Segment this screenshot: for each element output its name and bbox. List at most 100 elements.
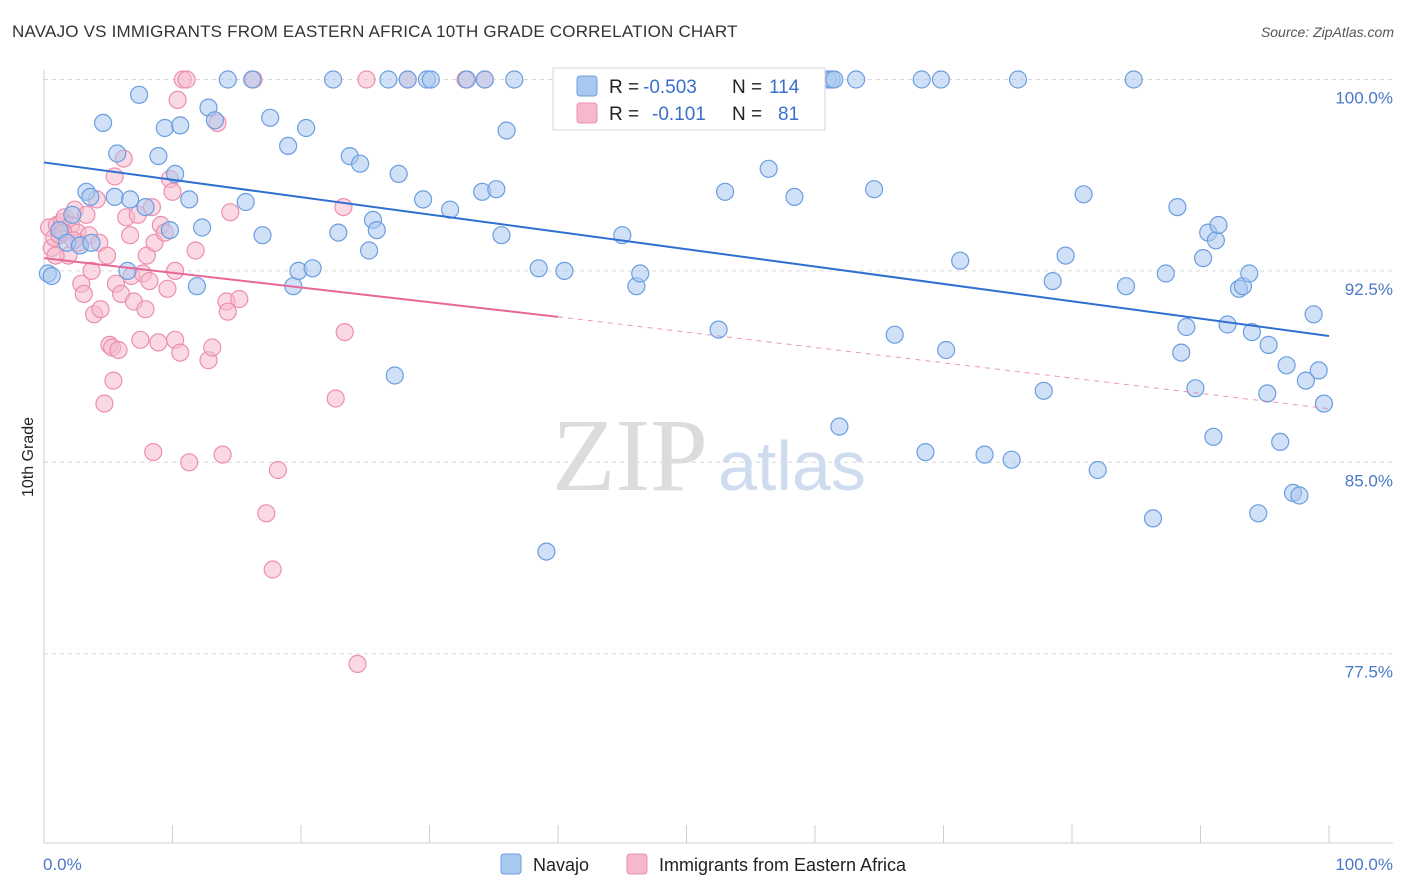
watermark-zip: ZIP bbox=[552, 398, 708, 513]
navajo-point bbox=[785, 187, 804, 206]
eastern-africa-trend-line bbox=[43, 257, 559, 318]
navajo-point bbox=[261, 108, 280, 127]
eastern-africa-point bbox=[348, 654, 367, 674]
navajo-point bbox=[303, 259, 322, 278]
navajo-point bbox=[864, 180, 884, 199]
navajo-point bbox=[505, 70, 524, 89]
navajo-point bbox=[830, 417, 849, 436]
navajo-point bbox=[1218, 315, 1237, 334]
chart-title: NAVAJO VS IMMIGRANTS FROM EASTERN AFRICA… bbox=[12, 22, 738, 41]
legend-n-value-navajo: 114 bbox=[769, 77, 800, 98]
navajo-point bbox=[931, 70, 951, 89]
navajo-point bbox=[1177, 317, 1196, 337]
eastern-africa-point bbox=[91, 300, 110, 319]
navajo-point bbox=[709, 320, 728, 339]
navajo-point bbox=[121, 190, 140, 209]
navajo-point bbox=[81, 187, 100, 206]
eastern-africa-point bbox=[177, 70, 196, 89]
navajo-point bbox=[885, 325, 904, 344]
navajo-point bbox=[916, 443, 935, 462]
navajo-point bbox=[1314, 394, 1334, 413]
navajo-point bbox=[497, 121, 516, 140]
navajo-point bbox=[492, 226, 511, 245]
eastern-africa-point bbox=[158, 279, 177, 298]
y-tick-label: 85.0% bbox=[1345, 471, 1393, 490]
navajo-point bbox=[236, 192, 255, 212]
legend-box bbox=[552, 67, 826, 131]
navajo-point bbox=[136, 198, 155, 217]
series-navajo-points bbox=[38, 70, 1334, 561]
navajo-point bbox=[759, 159, 778, 178]
navajo-point bbox=[180, 190, 199, 209]
legend-r-value-eastern-africa: -0.101 bbox=[652, 104, 706, 125]
navajo-point bbox=[715, 182, 735, 201]
navajo-point bbox=[1204, 427, 1223, 446]
x-tick-label-min: 0.0% bbox=[43, 855, 82, 874]
bottom-legend-swatch-eastern-africa bbox=[626, 853, 648, 875]
navajo-point bbox=[1143, 509, 1163, 528]
navajo-point bbox=[487, 180, 506, 199]
navajo-point bbox=[171, 116, 190, 135]
axes bbox=[43, 70, 1393, 844]
legend-n-label-navajo: N = bbox=[732, 77, 762, 98]
eastern-africa-point bbox=[213, 445, 232, 464]
navajo-point bbox=[912, 70, 931, 89]
navajo-point bbox=[414, 190, 433, 209]
navajo-point bbox=[360, 241, 379, 260]
navajo-point bbox=[1259, 335, 1278, 354]
eastern-africa-point bbox=[326, 389, 345, 408]
navajo-point bbox=[537, 542, 556, 561]
eastern-africa-point bbox=[180, 453, 199, 472]
navajo-point bbox=[1240, 264, 1259, 283]
legend-r-label-eastern-africa: R = bbox=[609, 104, 639, 125]
navajo-point bbox=[846, 70, 866, 89]
eastern-africa-point bbox=[131, 330, 150, 349]
navajo-point bbox=[1296, 371, 1316, 390]
y-tick-label: 77.5% bbox=[1345, 663, 1393, 682]
y-axis-label: 10th Grade bbox=[20, 417, 37, 497]
navajo-point bbox=[1206, 231, 1226, 250]
navajo-point bbox=[1277, 356, 1296, 375]
navajo-point bbox=[1271, 432, 1290, 451]
eastern-africa-point bbox=[218, 302, 237, 321]
navajo-point bbox=[951, 251, 970, 270]
navajo-point bbox=[351, 154, 370, 173]
navajo-point bbox=[1193, 249, 1213, 268]
eastern-africa-point bbox=[268, 460, 287, 480]
navajo-point bbox=[1249, 504, 1268, 523]
eastern-africa-point bbox=[121, 226, 140, 245]
navajo-point bbox=[329, 223, 348, 242]
navajo-point bbox=[155, 118, 174, 138]
navajo-point bbox=[1156, 264, 1175, 283]
eastern-africa-point bbox=[257, 504, 276, 523]
eastern-africa-point bbox=[203, 338, 222, 357]
navajo-point bbox=[529, 259, 548, 278]
eastern-africa-point bbox=[335, 323, 354, 342]
eastern-africa-point bbox=[104, 371, 123, 390]
eastern-africa-point bbox=[140, 272, 159, 291]
y-tick-label: 100.0% bbox=[1335, 89, 1393, 108]
legend-swatch-eastern-africa bbox=[576, 102, 598, 124]
navajo-point bbox=[825, 70, 844, 89]
navajo-point bbox=[1309, 361, 1328, 380]
eastern-africa-point bbox=[171, 343, 190, 362]
navajo-trend-line bbox=[43, 161, 1330, 337]
navajo-point bbox=[1056, 246, 1075, 265]
eastern-africa-point bbox=[74, 284, 93, 303]
navajo-point bbox=[1242, 323, 1262, 342]
navajo-point bbox=[379, 70, 398, 89]
navajo-point bbox=[205, 111, 224, 130]
eastern-africa-point bbox=[230, 289, 249, 309]
navajo-point bbox=[166, 164, 185, 183]
navajo-point bbox=[187, 277, 206, 296]
eastern-africa-point bbox=[149, 333, 168, 352]
eastern-africa-point bbox=[357, 70, 376, 89]
navajo-point bbox=[1168, 198, 1187, 217]
navajo-point bbox=[1290, 486, 1309, 505]
navajo-point bbox=[130, 85, 149, 104]
navajo-point bbox=[82, 233, 101, 252]
eastern-africa-point bbox=[97, 246, 117, 265]
legend-swatch-navajo bbox=[576, 75, 598, 97]
eastern-africa-point bbox=[221, 203, 240, 222]
